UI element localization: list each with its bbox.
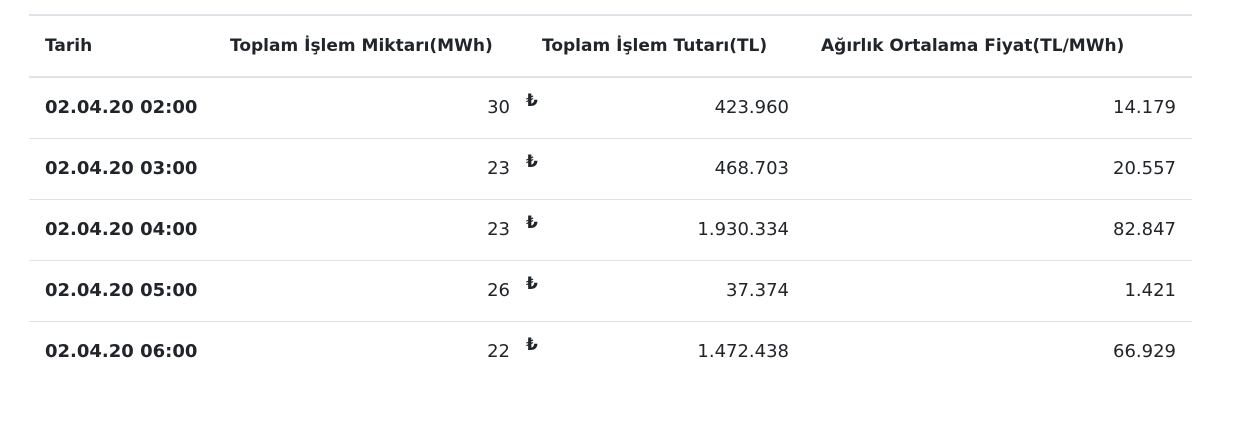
amount-value: 37.374 <box>726 280 789 301</box>
table-body: 02.04.20 02:00 30 ₺ 423.960 14.179 02.04… <box>29 77 1192 382</box>
cell-amount: ₺ 37.374 <box>526 260 805 322</box>
cell-date: 02.04.20 06:00 <box>45 341 198 363</box>
cell-date: 02.04.20 04:00 <box>29 199 214 261</box>
table-row: 02.04.20 03:00 23 ₺ 468.703 20.557 <box>29 138 1192 200</box>
turkish-lira-icon: ₺ <box>526 91 538 111</box>
turkish-lira-icon: ₺ <box>526 212 538 233</box>
cell-weighted-price: 82.847 <box>805 199 1192 261</box>
cell-quantity: 22 <box>487 341 510 363</box>
table-row: 02.04.20 04:00 23 ₺ 1.930.334 82.847 <box>29 199 1192 261</box>
cell-amount: ₺ 423.960 <box>526 77 805 139</box>
trades-table: Tarih Toplam İşlem Miktarı(MWh) Toplam İ… <box>29 14 1192 382</box>
header-weighted-price: Ağırlık Ortalama Fiyat(TL/MWh) <box>805 14 1192 78</box>
cell-weighted-price: 1.421 <box>805 260 1192 322</box>
turkish-lira-icon: ₺ <box>526 334 538 355</box>
header-date: Tarih <box>29 14 214 78</box>
cell-date: 02.04.20 03:00 <box>29 138 214 200</box>
table-row: 02.04.20 02:00 30 ₺ 423.960 14.179 <box>29 77 1192 139</box>
cell-weighted-price: 14.179 <box>805 77 1192 139</box>
amount-value: 1.472.438 <box>697 341 789 363</box>
amount-value: 1.930.334 <box>697 219 789 240</box>
cell-quantity: 23 <box>214 138 526 200</box>
table-header: Tarih Toplam İşlem Miktarı(MWh) Toplam İ… <box>29 14 1192 78</box>
amount-value: 468.703 <box>714 158 789 179</box>
cell-amount: ₺ 1.472.438 <box>526 321 805 382</box>
turkish-lira-icon: ₺ <box>526 273 538 294</box>
trades-table-container: Tarih Toplam İşlem Miktarı(MWh) Toplam İ… <box>29 14 1192 382</box>
cell-quantity: 30 <box>214 77 526 139</box>
cell-quantity: 23 <box>214 199 526 261</box>
amount-value: 423.960 <box>714 97 789 119</box>
cell-quantity: 26 <box>214 260 526 322</box>
table-row: 02.04.20 05:00 26 ₺ 37.374 1.421 <box>29 260 1192 322</box>
cell-date: 02.04.20 02:00 <box>29 77 214 139</box>
cell-weighted-price: 66.929 <box>1113 341 1176 363</box>
header-amount: Toplam İşlem Tutarı(TL) <box>526 14 805 78</box>
cell-date: 02.04.20 05:00 <box>29 260 214 322</box>
cell-amount: ₺ 1.930.334 <box>526 199 805 261</box>
cell-amount: ₺ 468.703 <box>526 138 805 200</box>
table-row: 02.04.20 06:00 22 ₺ 1.472.438 66.929 <box>29 321 1192 382</box>
header-row: Tarih Toplam İşlem Miktarı(MWh) Toplam İ… <box>29 14 1192 78</box>
turkish-lira-icon: ₺ <box>526 151 538 172</box>
cell-weighted-price: 20.557 <box>805 138 1192 200</box>
header-quantity: Toplam İşlem Miktarı(MWh) <box>214 14 526 78</box>
